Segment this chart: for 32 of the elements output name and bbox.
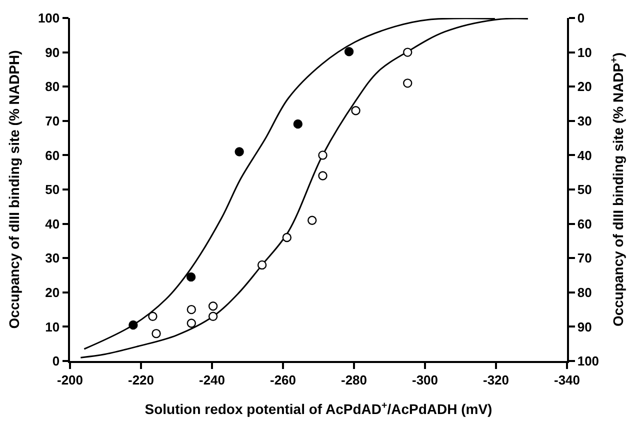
y-tick-label: 60 — [45, 148, 60, 163]
x-axis-title: Solution redox potential of AcPdAD$^{+}$/AcPdADH (mV) — [144, 400, 492, 418]
x-tick-label: -320 — [482, 372, 510, 388]
y-tick-label: 40 — [45, 216, 60, 232]
x-tick-label: -280 — [340, 372, 368, 388]
y2-tick-label: 30 — [577, 113, 592, 128]
y2-tick-label: 90 — [577, 319, 592, 334]
y2-tick-label: 50 — [577, 182, 592, 198]
y-tick-label: 100 — [38, 10, 60, 26]
y2-tick-label: 40 — [577, 148, 592, 163]
y2-tick-label: 10 — [577, 44, 592, 60]
y-tick-label: 90 — [45, 44, 60, 60]
y2-tick-label: 80 — [577, 284, 592, 300]
y-tick-label: 20 — [45, 284, 60, 300]
y2-tick-label: 20 — [577, 79, 592, 94]
x-tick-label: -260 — [270, 372, 296, 388]
y-tick-label: 70 — [45, 113, 60, 128]
y-tick-label: 10 — [45, 319, 60, 334]
y2-tick-label: 100 — [577, 354, 600, 369]
y2-tick-label: 70 — [577, 250, 592, 266]
x-tick-label: -300 — [412, 372, 438, 388]
y-tick-label: 30 — [45, 250, 60, 266]
y-tick-label: 50 — [45, 182, 60, 198]
y-axis-title: Occupancy of dIII binding site (% NADPH) — [6, 50, 22, 329]
y-tick-label: 80 — [45, 79, 60, 94]
y2-tick-label: 0 — [577, 10, 585, 26]
x-tick-label: -200 — [56, 372, 84, 388]
y-tick-label: 0 — [52, 354, 60, 369]
y2-tick-label: 60 — [577, 216, 592, 232]
x-tick-label: -240 — [198, 372, 226, 388]
x-tick-label: -340 — [554, 372, 580, 388]
x-tick-label: -220 — [128, 372, 154, 388]
